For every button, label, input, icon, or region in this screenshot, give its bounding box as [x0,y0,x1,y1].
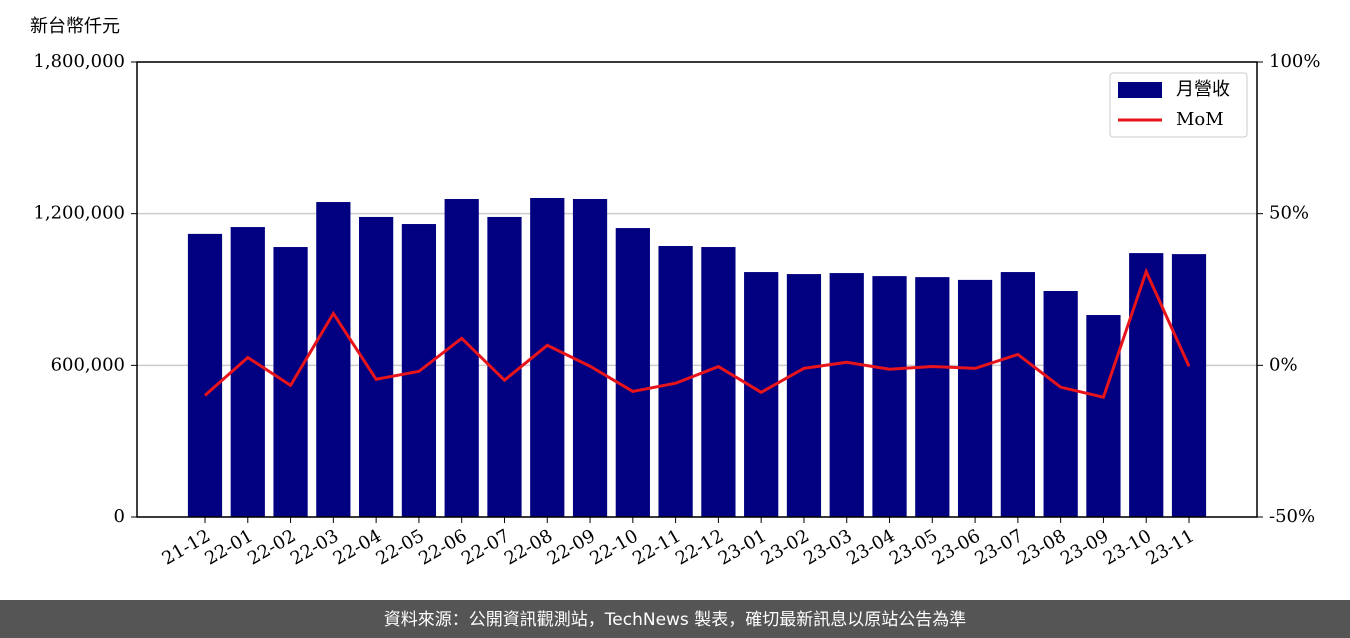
y-tick-label: 0 [114,506,125,527]
x-tick-label: 22-11 [629,525,684,569]
bar [1171,254,1207,517]
plot-frame [136,61,1258,518]
y2-tick-label: 100% [1269,51,1320,72]
bar [957,279,993,517]
bar [829,273,864,517]
x-tick-label: 23-04 [843,525,898,569]
x-tick-label: 23-07 [971,525,1026,569]
x-tick-label: 22-04 [330,525,385,569]
y2-tick-label: 50% [1269,203,1309,224]
bar [615,228,650,517]
bar [230,227,265,517]
x-tick-label: 22-12 [672,525,727,569]
y-tick-label: 1,200,000 [33,203,125,224]
y-axis-label: 新台幣仟元 [30,16,120,37]
x-tick-label: 22-06 [415,525,470,569]
x-tick-label: 22-05 [372,525,427,569]
bar [658,246,693,517]
bar [530,197,565,517]
x-tick-label: 23-05 [886,525,941,569]
footer-bar [0,600,1350,638]
mom-line [204,267,1191,399]
bar [701,247,736,518]
x-tick-label: 22-07 [458,525,513,569]
x-tick-label: 23-08 [1014,525,1069,569]
x-tick-label: 22-01 [201,525,256,569]
y2-tick-label: 0% [1269,354,1298,375]
bar [359,216,394,518]
x-tick-label: 23-11 [1143,525,1198,569]
bar [316,202,351,518]
x-tick-label: 22-08 [501,525,556,569]
bar [273,247,308,518]
x-tick-label: 23-02 [758,525,813,569]
bar [1129,253,1164,517]
x-tick-label: 23-06 [929,525,984,569]
bar [1086,315,1121,517]
bar [915,277,950,517]
bar [572,199,608,517]
bar [872,276,907,517]
bar [786,274,822,517]
y2-tick-label: -50% [1269,506,1315,527]
bar [187,233,223,517]
legend-label: 月營收 [1176,79,1230,100]
bar [444,199,479,517]
x-tick-label: 22-03 [287,525,342,569]
footer-text: 資料來源：公開資訊觀測站，TechNews 製表，確切最新訊息以原站公告為準 [384,610,966,630]
legend-label: MoM [1176,109,1224,130]
x-tick-label: 22-10 [586,525,641,569]
y-tick-label: 1,800,000 [33,51,125,72]
x-tick-label: 22-09 [544,525,599,569]
x-tick-label: 23-03 [800,525,855,569]
bar [744,272,779,517]
x-tick-label: 21-12 [159,525,214,569]
x-tick-label: 23-09 [1057,525,1112,569]
bar [1000,272,1035,517]
x-tick-label: 22-02 [244,525,299,569]
bar [1043,291,1078,517]
x-tick-label: 23-01 [715,525,770,569]
x-tick-label: 23-10 [1100,525,1155,569]
y-tick-label: 600,000 [51,354,125,375]
legend-swatch [1118,82,1162,98]
